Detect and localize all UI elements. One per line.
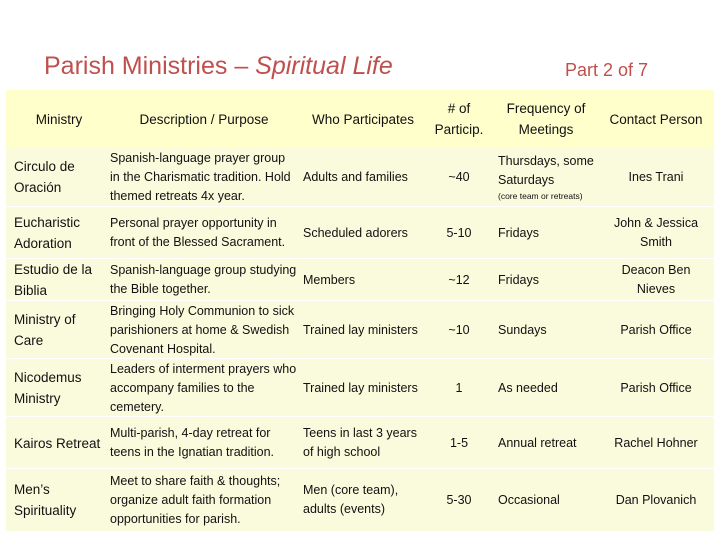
ministry-name: Kairos Retreat <box>14 435 101 451</box>
ministry-participants: Scheduled adorers <box>303 225 408 240</box>
ministry-participants: Teens in last 3 years of high school <box>303 426 417 459</box>
ministry-frequency: Occasional <box>498 492 560 507</box>
ministry-frequency: Annual retreat <box>498 435 577 450</box>
ministries-table: Ministry Description / Purpose Who Parti… <box>6 90 714 532</box>
ministry-participants: Trained lay ministers <box>303 322 418 337</box>
ministry-count: 5-30 <box>446 492 472 507</box>
ministry-description: Multi-parish, 4-day retreat for teens in… <box>110 426 275 459</box>
table-row: Ministry of Care Bringing Holy Communion… <box>6 300 714 359</box>
ministry-contact: Ines Trani <box>628 169 684 184</box>
ministry-contact: Dan Plovanich <box>615 492 697 507</box>
ministry-frequency: Thursdays, some Saturdays (core team or … <box>494 148 598 206</box>
ministry-frequency: Sundays <box>498 322 547 337</box>
header-description: Description / Purpose <box>139 111 269 127</box>
ministry-count: ~10 <box>448 322 470 337</box>
ministry-description: Personal prayer opportunity in front of … <box>110 216 286 249</box>
ministry-frequency: As needed <box>498 380 558 395</box>
ministry-description: Spanish-language prayer group in the Cha… <box>110 150 291 203</box>
table-row: Kairos Retreat Multi-parish, 4-day retre… <box>6 416 714 469</box>
ministry-name: Ministry of Care <box>14 312 76 348</box>
frequency-note: (core team or retreats) <box>498 191 583 201</box>
ministry-frequency: Fridays <box>498 225 539 240</box>
ministry-name: Eucharistic Adoration <box>14 215 81 251</box>
ministry-contact: Deacon Ben Nieves <box>621 263 691 296</box>
table-row: Nicodemus Ministry Leaders of interment … <box>6 358 714 417</box>
ministry-description: Leaders of interment prayers who accompa… <box>110 361 297 414</box>
page-title: Parish Ministries – Spiritual Life <box>44 52 393 81</box>
ministry-contact: John & Jessica Smith <box>613 216 699 249</box>
ministry-description: Bringing Holy Communion to sick parishio… <box>110 303 295 356</box>
table-row: Eucharistic Adoration Personal prayer op… <box>6 206 714 259</box>
frequency-text: Thursdays, some Saturdays <box>498 154 594 187</box>
table-header-row: Ministry Description / Purpose Who Parti… <box>6 90 714 148</box>
ministry-count: 1 <box>455 380 463 395</box>
ministry-count: ~12 <box>448 272 470 287</box>
part-indicator: Part 2 of 7 <box>565 60 649 80</box>
ministry-contact: Parish Office <box>620 380 692 395</box>
ministry-contact: Parish Office <box>620 322 692 337</box>
header-who: Who Participates <box>311 111 415 127</box>
ministry-description: Meet to share faith & thoughts; organize… <box>110 473 281 526</box>
ministry-participants: Adults and families <box>303 169 408 184</box>
ministry-participants: Trained lay ministers <box>303 380 418 395</box>
title-main: Parish Ministries – <box>44 52 256 80</box>
ministry-description: Spanish-language group studying the Bibl… <box>110 263 297 296</box>
ministry-frequency: Fridays <box>498 272 539 287</box>
table-row: Men’s Spirituality Meet to share faith &… <box>6 468 714 531</box>
table-row: Circulo de Oración Spanish-language pray… <box>6 148 714 206</box>
ministry-count: 5-10 <box>446 225 472 240</box>
header-ministry: Ministry <box>35 111 83 127</box>
ministry-name: Estudio de la Biblia <box>14 262 93 298</box>
ministry-name: Circulo de Oración <box>14 159 75 195</box>
table-row: Estudio de la Biblia Spanish-language gr… <box>6 258 714 301</box>
header-frequency: Frequency of Meetings <box>506 101 586 137</box>
ministry-participants: Members <box>303 272 356 287</box>
ministry-count: 1-5 <box>449 435 469 450</box>
header-num: # of Particip. <box>434 101 484 137</box>
ministry-contact: Rachel Hohner <box>614 435 698 450</box>
ministry-participants: Men (core team), adults (events) <box>303 483 399 516</box>
ministry-name: Men’s Spirituality <box>14 482 77 518</box>
title-italic: Spiritual Life <box>255 52 393 80</box>
header-contact: Contact Person <box>609 111 703 127</box>
ministry-name: Nicodemus Ministry <box>14 370 82 406</box>
ministry-count: ~40 <box>448 169 470 184</box>
